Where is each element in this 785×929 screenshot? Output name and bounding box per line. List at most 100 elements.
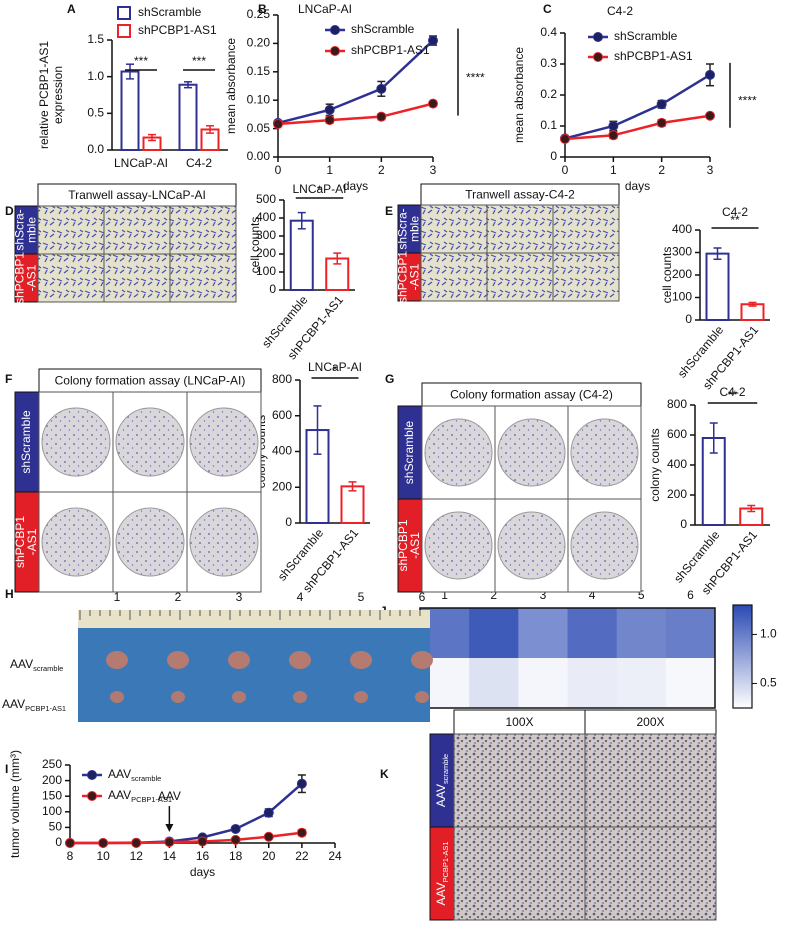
row-label-line: shPCBP1 [13,516,27,568]
x-tick-label: 1 [326,163,333,177]
series-line [564,73,711,140]
y-tick-label: 300 [672,245,692,259]
y-tick-label: 400 [672,222,692,236]
annotation-arrowhead [165,824,174,832]
tumor [293,691,307,703]
chart-title: LNCaP-AI [308,360,362,374]
y-tick-label: 0 [269,282,276,296]
x-tick-label: 18 [229,849,243,863]
legend-label: shScramble [351,22,415,36]
annotation: AAV [158,789,181,803]
legend-marker [593,52,603,62]
photo [78,610,430,722]
x-tick-label: 2 [378,163,385,177]
point [164,837,175,848]
x-tick-label: C4-2 [186,156,212,170]
y-tick-label: 0.05 [247,121,271,135]
legend-swatch [117,24,131,38]
image-cell [103,205,171,255]
legend-label: shPCBP1-AS1 [138,23,217,37]
y-tick-label: 500 [256,192,276,206]
panel-letter: A [67,2,76,16]
point [131,838,142,848]
column-label: 3 [540,588,547,602]
row-label: shScra-mble [13,209,39,250]
column-label: 1 [441,588,448,602]
heat-cell [665,658,716,709]
point [324,104,335,115]
image-cell [169,253,237,303]
y-axis-label: mean absorbance [512,47,526,143]
y-tick-label: 0 [550,149,557,163]
row-label-line: shScramble [402,420,416,484]
sig-stars: *** [134,54,148,68]
legend-label: AAVscramble [108,767,161,783]
series-line [277,39,434,125]
y-tick-label: 300 [256,228,276,242]
x-axis-label: days [343,179,368,193]
point [197,836,208,847]
x-axis-label: days [625,179,650,193]
panel-letter: G [385,372,394,386]
series-line [277,102,434,126]
y-axis-label: colony counts [648,428,662,501]
panel-letter: I [5,762,8,776]
row-label-line: mble [25,217,39,243]
figure-title: Colony formation assay (C4-2) [450,388,613,402]
row-label-sub: PCBP1-AS1 [25,704,66,713]
legend-label-main: AAV [108,788,131,802]
legend-label: shScramble [138,5,202,19]
bar [120,70,140,151]
column-label: 6 [687,588,694,602]
row-label: AAVscramble [434,754,450,807]
y-tick-label: 100 [42,804,62,818]
x-tick-label: 2 [658,163,665,177]
y-tick-label: 400 [272,444,292,458]
row-label-main: AAV [434,784,448,807]
column-label: 2 [175,590,182,604]
legend-marker [87,791,97,801]
well [570,511,639,580]
row-label: AAVPCBP1-AS1 [2,697,66,713]
column-label: 6 [419,590,426,604]
row-label-box [429,826,455,921]
point [98,838,109,848]
column-label: 1 [114,590,121,604]
y-tick-label: 0.4 [540,25,557,39]
image-cell [103,253,171,303]
bar [705,252,730,321]
image-cell [37,253,105,303]
figure-title: Tranwell assay-C4-2 [465,188,575,202]
y-axis-label-line: expression [51,66,65,124]
column-label: 4 [297,590,304,604]
point [608,121,619,131]
y-tick-label: 100 [256,264,276,278]
x-tick-label: 16 [196,849,210,863]
point [296,827,307,838]
tumor [289,651,311,669]
tumor [228,651,250,669]
point [376,83,387,94]
x-tick-label: 3 [707,163,714,177]
ruler [78,610,430,628]
x-axis-label: days [190,865,215,879]
point [656,117,667,128]
point [324,115,335,126]
x-tick-label: 0 [275,163,282,177]
point [705,110,715,121]
column-label: 100X [505,715,533,729]
heat-cell [665,608,716,659]
point [428,35,438,46]
row-label-sub: scramble [33,664,63,673]
well [570,418,639,487]
figure-title: Colony formation assay (LNCaP-AI) [55,374,246,388]
row-label-line: shPCBP1 [13,252,27,304]
well [189,407,259,477]
y-axis-label-line: relative PCBP1-AS1 [37,41,51,149]
y-tick-label: 0.1 [540,118,557,132]
y-tick-label: 800 [667,397,687,411]
row-label-line: shPCBP1 [396,519,410,571]
y-axis-label: cell counts [660,247,674,304]
header-box [453,709,586,735]
tumor [350,651,372,669]
